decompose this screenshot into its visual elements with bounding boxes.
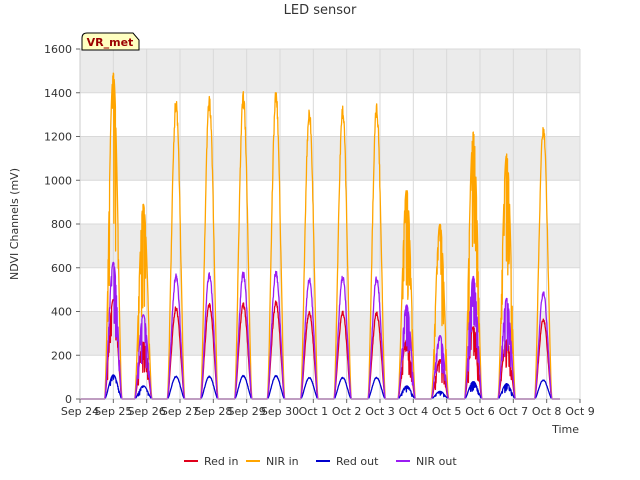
y-tick-label: 1400 [44,87,72,100]
y-tick-label: 200 [51,349,72,362]
legend-item-nir-out: NIR out [396,455,457,468]
legend: Red in NIR in Red out NIR out [184,455,457,468]
x-tick-label: Oct 5 [432,405,462,418]
legend-item-red-in: Red in [184,455,238,468]
badge-label: VR_met [87,36,134,49]
x-tick-label: Sep 30 [261,405,299,418]
plot-band [80,136,580,181]
x-tick-label: Sep 26 [128,405,166,418]
y-tick-label: 800 [51,218,72,231]
x-tick-label: Sep 29 [228,405,266,418]
legend-label: NIR out [416,455,457,468]
y-tick-label: 600 [51,262,72,275]
x-tick-label: Oct 6 [465,405,495,418]
x-tick-label: Oct 9 [565,405,595,418]
legend-item-nir-in: NIR in [246,455,299,468]
x-tick-label: Sep 25 [94,405,132,418]
x-axis-label: Time [551,423,579,436]
plot-band [80,49,580,93]
legend-label: Red out [336,455,379,468]
x-tick-label: Sep 28 [194,405,232,418]
y-tick-label: 400 [51,306,72,319]
legend-label: NIR in [266,455,299,468]
x-tick-label: Sep 24 [61,405,99,418]
x-tick-label: Oct 7 [499,405,529,418]
x-tick-label: Oct 2 [332,405,362,418]
chart-title: LED sensor [284,3,357,18]
x-tick-label: Oct 4 [399,405,429,418]
legend-item-red-out: Red out [316,455,379,468]
plot-band [80,311,580,356]
plot-band [80,224,580,268]
legend-label: Red in [204,455,238,468]
x-tick-label: Oct 8 [532,405,562,418]
y-tick-label: 0 [65,393,72,406]
y-axis-label: NDVI Channels (mV) [8,168,21,280]
x-tick-label: Sep 27 [161,405,199,418]
y-tick-label: 1600 [44,43,72,56]
vr-met-badge: VR_met [81,32,140,51]
x-tick-label: Oct 1 [299,405,329,418]
y-tick-label: 1000 [44,174,72,187]
x-tick-label: Oct 3 [365,405,395,418]
y-tick-label: 1200 [44,131,72,144]
